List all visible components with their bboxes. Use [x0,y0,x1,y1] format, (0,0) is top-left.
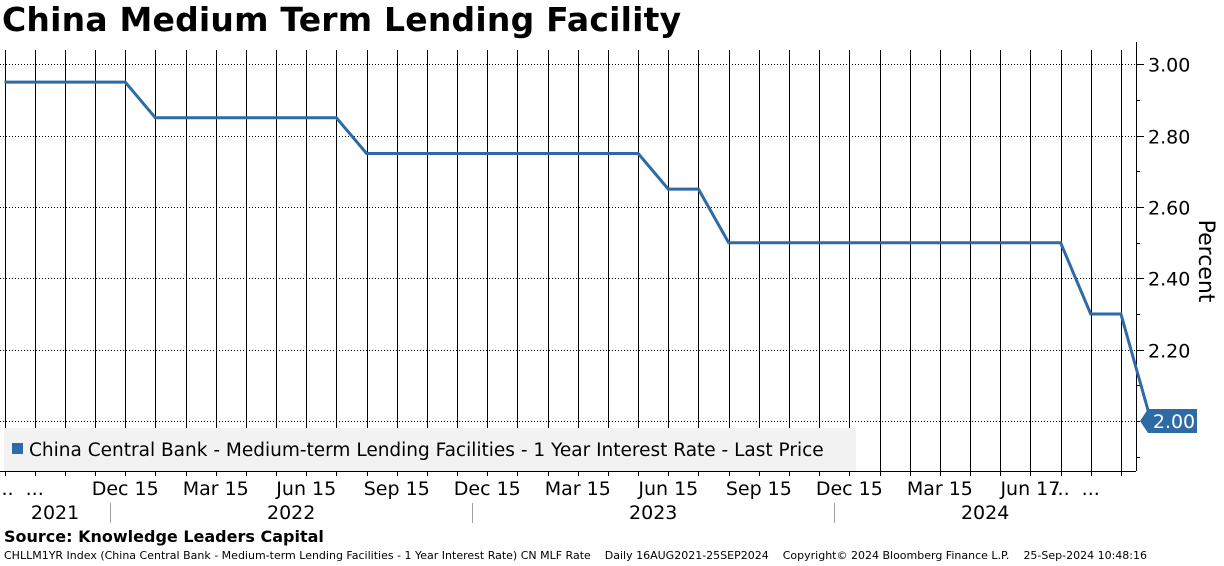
chart-title: China Medium Term Lending Facility [2,0,682,39]
x-year-label: 2022 [267,502,315,524]
x-tick-label: Dec 15 [92,478,159,500]
x-tick-label: Jun 17 [999,478,1060,500]
x-tick-label: ... [1082,478,1100,500]
y-tick-label: 2.80 [1148,127,1190,149]
footer-ticker: CHLLM1YR Index (China Central Bank - Med… [4,549,591,562]
x-year-label: 2024 [961,502,1009,524]
legend-label: China Central Bank - Medium-term Lending… [29,440,824,461]
y-tick-label: 2.20 [1148,341,1190,363]
footer-copyright: Copyright© 2024 Bloomberg Finance L.P. [782,549,1010,562]
footer-timestamp: 25-Sep-2024 10:48:16 [1023,549,1147,562]
x-tick-label: Jun 15 [637,478,698,500]
grid-lines [0,50,1136,471]
source-note: Source: Knowledge Leaders Capital [4,527,324,546]
last-value-label: 2.00 [1153,411,1195,433]
legend-swatch [12,443,23,454]
x-tick-label: ... [26,478,44,500]
last-value-marker: 2.00 [1140,409,1197,434]
series-line [4,80,1153,422]
x-axis: ...... Dec 15 Mar 15 Jun 15 Sep 15 Dec 15 Mar … [0,471,1136,524]
footer-period: Daily 16AUG2021-25SEP2024 [604,549,769,562]
legend: China Central Bank - Medium-term Lending… [4,428,856,471]
x-tick-label: ... [0,478,14,500]
y-tick-label: 2.40 [1148,269,1190,291]
last-value-tag [1140,409,1197,434]
y-tick-label: 3.00 [1148,55,1190,77]
x-tick-label: Mar 15 [183,478,249,500]
x-tick-label: Sep 15 [364,478,430,500]
x-tick-label: Dec 15 [816,478,883,500]
line-chart: 3.00 2.80 2.60 2.40 2.20 Percent China Centra… [0,42,1218,524]
x-year-label: 2023 [629,502,677,524]
y-tick-label: 2.60 [1148,198,1190,220]
x-tick-label: Jun 15 [275,478,336,500]
series-group [4,80,1153,422]
x-tick-label: ... [1052,478,1070,500]
y-axis: 3.00 2.80 2.60 2.40 2.20 Percent [1136,42,1218,471]
y-axis-title: Percent [1193,220,1218,303]
x-tick-label: Mar 15 [545,478,611,500]
x-tick-label: Sep 15 [726,478,792,500]
x-tick-label: Dec 15 [454,478,521,500]
x-tick-label: Mar 15 [907,478,973,500]
footer: CHLLM1YR Index (China Central Bank - Med… [4,549,1161,562]
x-year-label: 2021 [31,502,79,524]
legend-box [4,428,856,471]
